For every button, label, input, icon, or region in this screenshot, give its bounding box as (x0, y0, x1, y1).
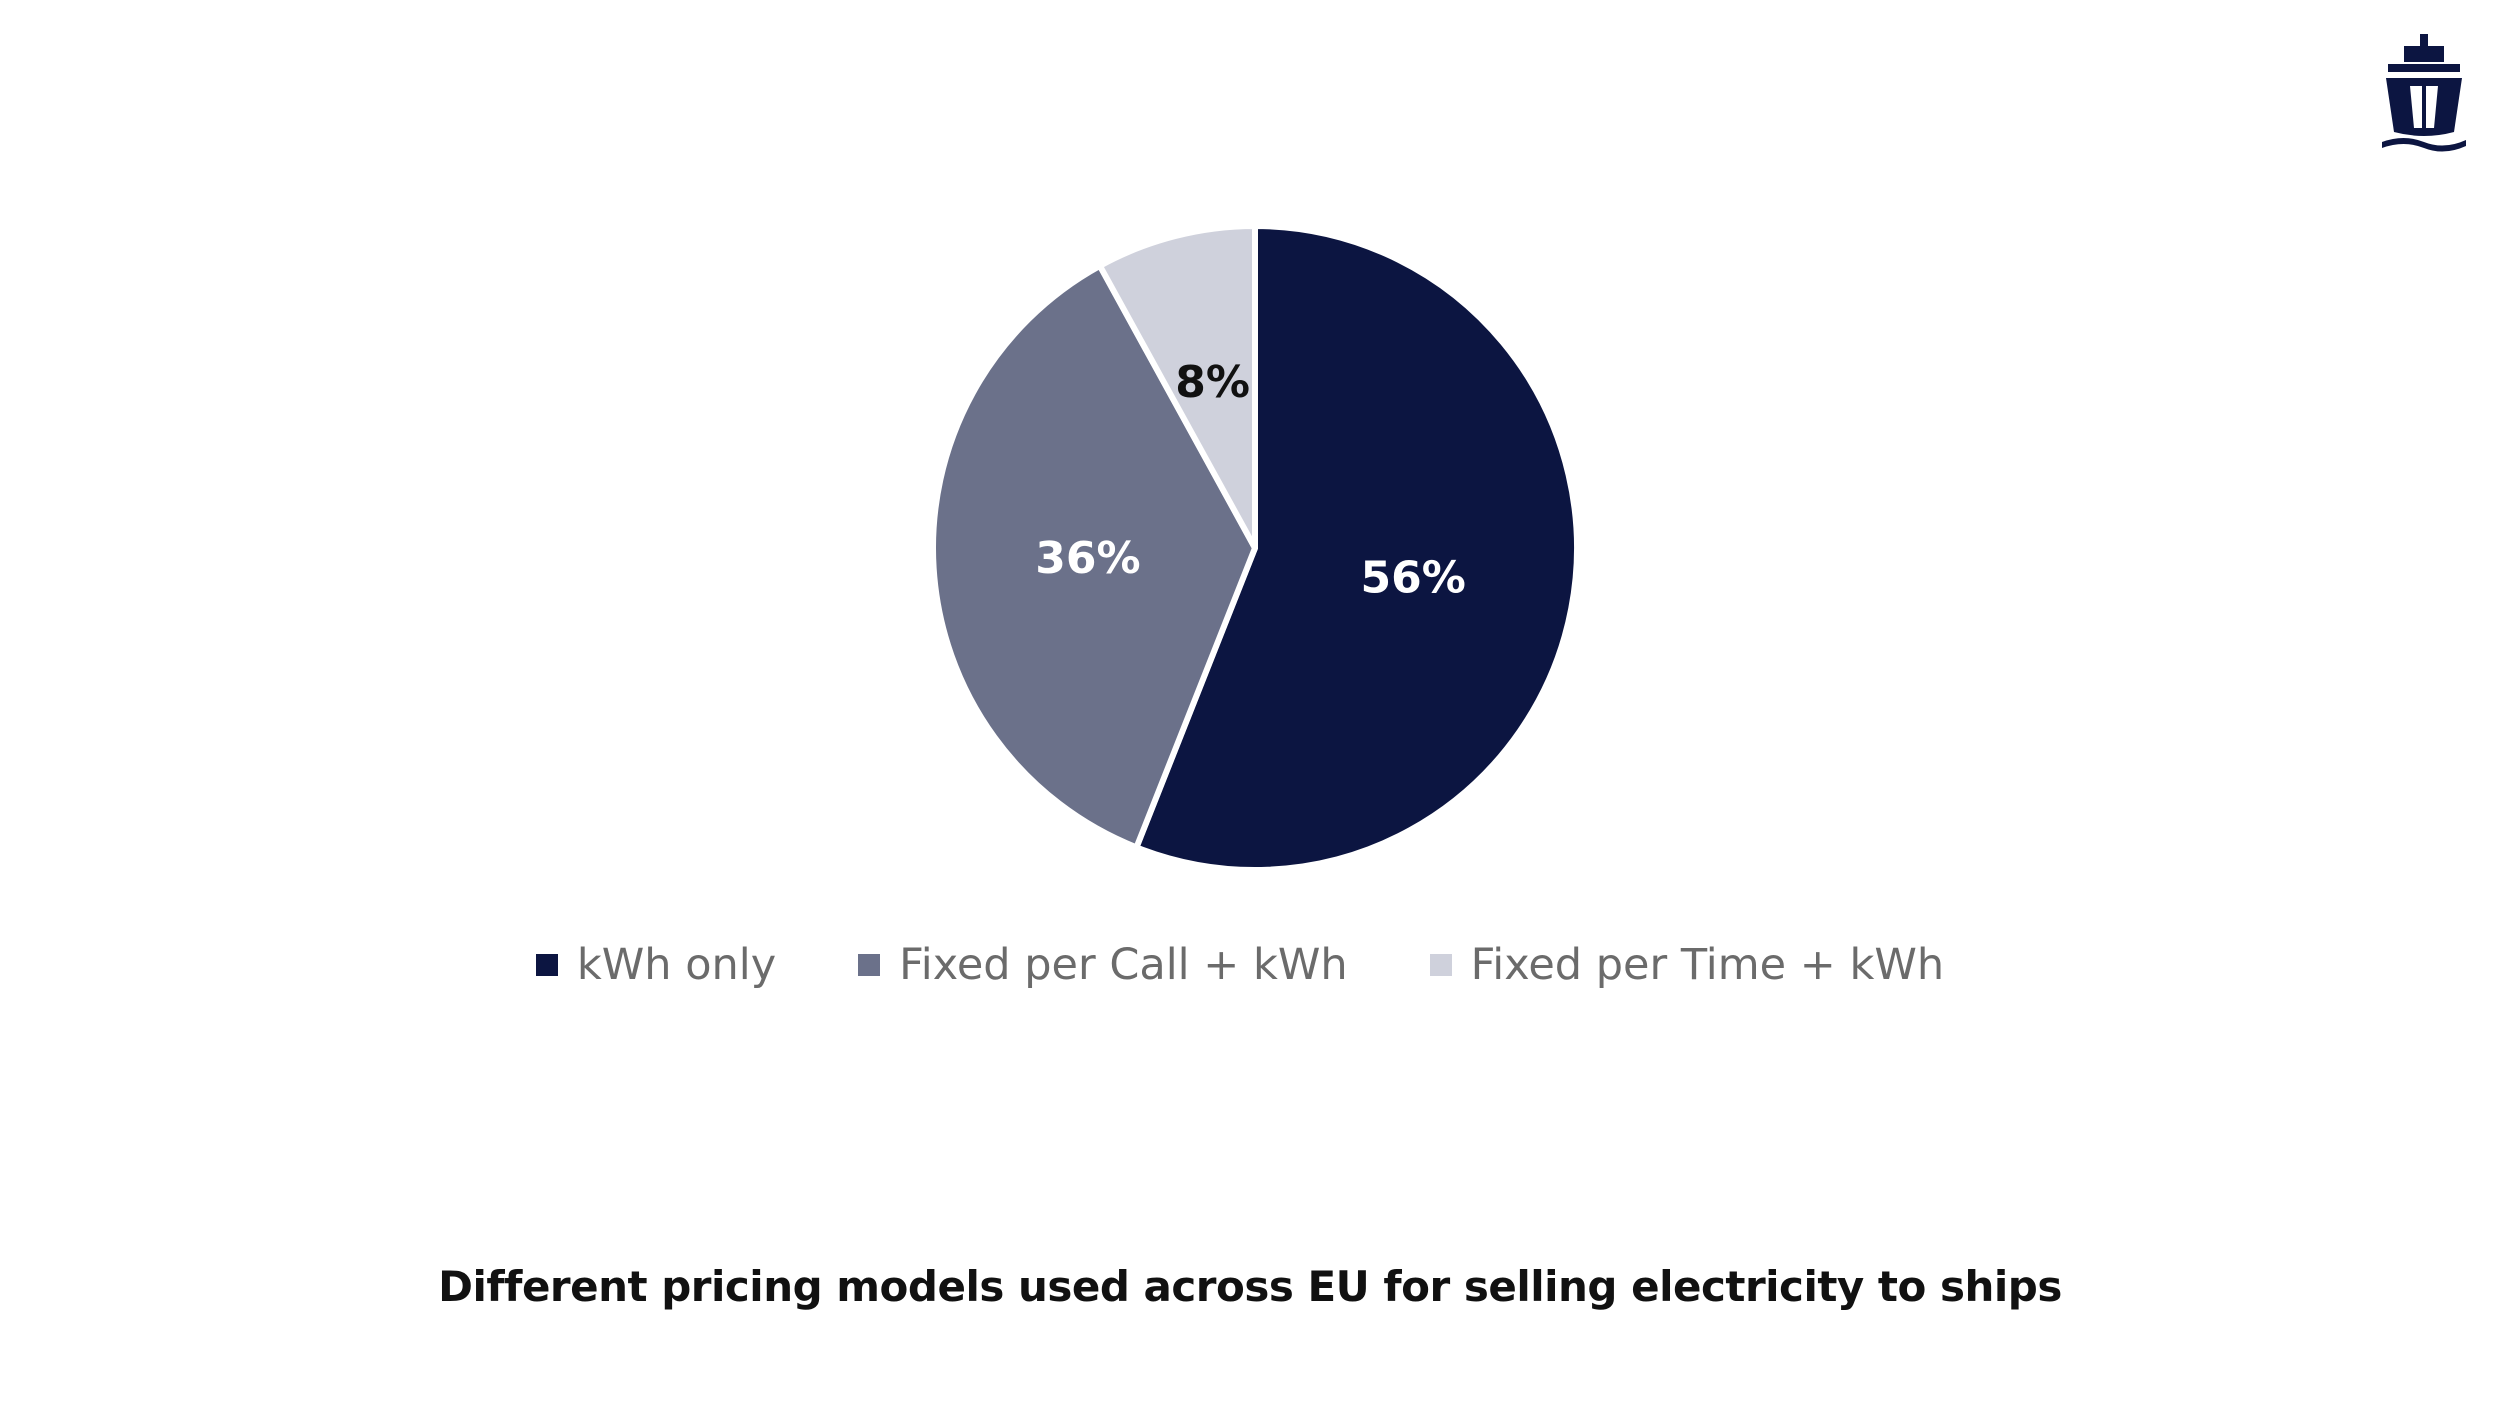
legend-label: Fixed per Call + kWh (899, 940, 1348, 990)
chart-legend: kWh only Fixed per Call + kWh Fixed per … (0, 940, 2500, 990)
legend-item-fixed-per-time: Fixed per Time + kWh (1429, 940, 1945, 990)
data-label-fixed-per-time: 8% (1175, 357, 1250, 408)
pie-slice-kwh-only (1133, 223, 1580, 873)
pie-slice-fixed-per-call (930, 262, 1258, 851)
legend-swatch-fixed-per-time (1429, 954, 1452, 976)
legend-label: kWh only (576, 940, 777, 990)
data-label-kwh-only: 56% (1360, 553, 1465, 604)
legend-label: Fixed per Time + kWh (1470, 940, 1945, 990)
data-label-fixed-per-call: 36% (1035, 533, 1140, 584)
legend-item-kwh-only: kWh only (535, 940, 777, 990)
legend-item-fixed-per-call: Fixed per Call + kWh (858, 940, 1348, 990)
chart-caption: Different pricing models used across EU … (438, 1262, 2062, 1311)
pie-slice-fixed-per-time (1096, 223, 1258, 551)
legend-swatch-kwh-only (535, 954, 558, 976)
legend-swatch-fixed-per-call (858, 954, 881, 976)
ship-logo-icon (2382, 34, 2466, 152)
